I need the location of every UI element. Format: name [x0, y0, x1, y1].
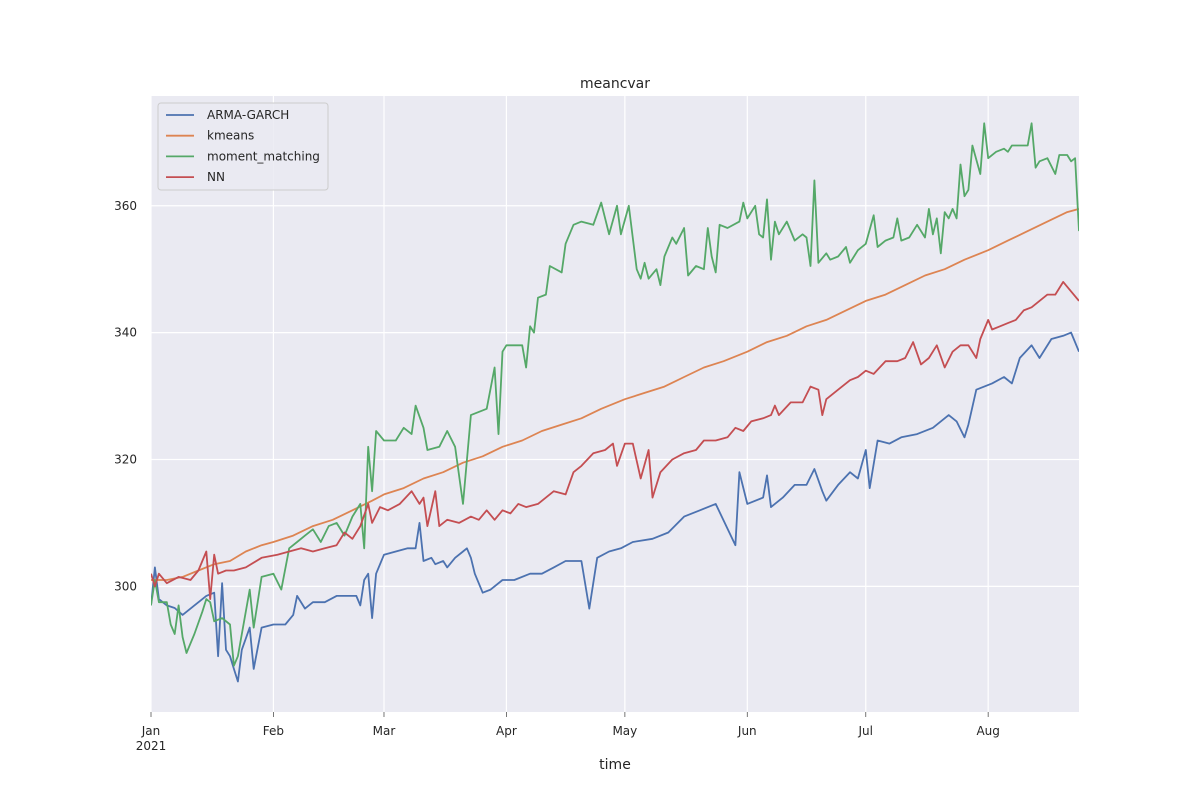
y-tick-label: 300 [114, 579, 137, 593]
series-line-nn [151, 281, 1079, 600]
legend: ARMA-GARCH kmeans moment_matching NN [157, 102, 329, 191]
chart-title: meancvar [580, 76, 650, 92]
x-tick-label: Jul [858, 724, 873, 738]
x-tick-sublabel: 2021 [136, 739, 167, 753]
series-line-kmeans [151, 208, 1079, 581]
x-tick-label: May [612, 724, 637, 738]
x-tick-label: Apr [496, 724, 517, 738]
legend-label: ARMA-GARCH [207, 108, 289, 122]
series-group [151, 122, 1079, 683]
x-tick-label: Aug [976, 724, 999, 738]
legend-label: NN [207, 170, 225, 184]
x-tick-label: Feb [263, 724, 284, 738]
series-line-arma-garch [151, 331, 1079, 683]
legend-label: kmeans [207, 129, 254, 143]
series-line-moment-matching [151, 122, 1079, 667]
x-tick-label: Jun [737, 724, 757, 738]
legend-box [157, 102, 329, 191]
x-axis-title: time [599, 757, 631, 773]
legend-label: moment_matching [207, 149, 320, 163]
y-tick-label: 320 [114, 453, 137, 467]
x-tick-label: Mar [373, 724, 396, 738]
y-tick-label: 340 [114, 326, 137, 340]
x-tick-label: Jan [141, 724, 161, 738]
y-tick-label: 360 [114, 199, 137, 213]
